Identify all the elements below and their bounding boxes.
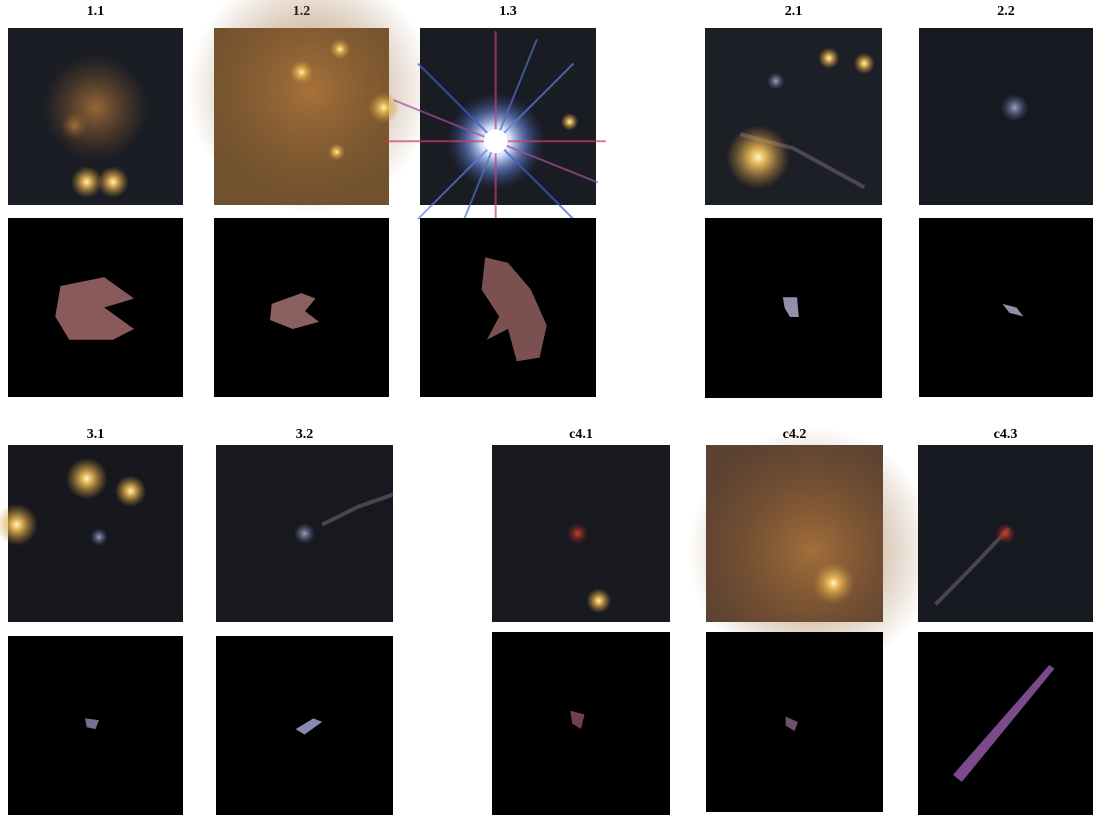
panel: 2.2 [919, 4, 1093, 397]
glow [567, 523, 588, 544]
glow [812, 562, 854, 604]
panel: 1.1 [8, 4, 183, 397]
glow [289, 60, 314, 85]
panel-label: c4.1 [569, 427, 593, 442]
star-core [484, 129, 508, 153]
panel-label: 1.3 [499, 4, 517, 19]
sky-image [705, 28, 882, 205]
glow [97, 166, 129, 198]
glow [368, 92, 400, 124]
panel: 1.2 [188, 0, 433, 397]
glow [294, 523, 315, 544]
panel: c4.3 [918, 427, 1093, 815]
glow [61, 111, 89, 139]
panel-label: 3.2 [296, 427, 314, 442]
glow [995, 523, 1016, 544]
glow [328, 143, 346, 161]
glow [1001, 94, 1029, 122]
glow [90, 528, 108, 546]
glow [767, 72, 785, 90]
panel-label: 3.1 [87, 427, 105, 442]
glow [43, 55, 148, 160]
panel: 3.1 [0, 427, 183, 815]
panel: 2.1 [705, 4, 882, 398]
panel-label: 1.1 [87, 4, 105, 19]
panel: c4.1 [492, 427, 670, 815]
glow [66, 458, 108, 500]
panel: 1.3 [386, 4, 606, 397]
panel-label: 2.2 [997, 4, 1015, 19]
panel: 3.2 [216, 427, 393, 815]
glow [115, 475, 147, 507]
glow [561, 113, 579, 131]
glow [854, 53, 875, 74]
glow [726, 125, 790, 189]
glow [330, 39, 351, 60]
figure: 1.1 1.2 1.3 2.1 2.2 3.1 3.2 c4.1 c4.2 c4.3 [0, 0, 1094, 817]
glow [586, 588, 611, 613]
glow [818, 47, 839, 68]
panel-label: 2.1 [785, 4, 803, 19]
panel: c4.2 [688, 427, 936, 812]
panel-label: c4.3 [994, 427, 1018, 442]
